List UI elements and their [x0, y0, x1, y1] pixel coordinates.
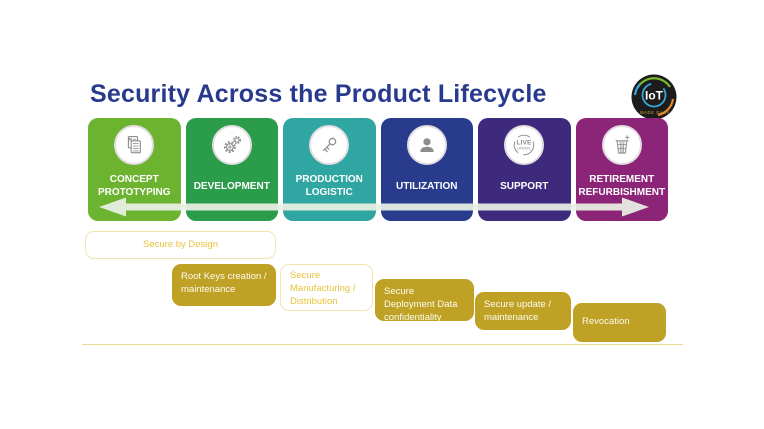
- track-revocation: Revocation: [573, 303, 666, 342]
- page-title: Security Across the Product Lifecycle: [90, 80, 547, 108]
- track-secure-update: Secure update / maintenance: [475, 292, 571, 330]
- track-secure-manufacturing: Secure Manufacturing / Distribution: [280, 264, 373, 311]
- user-icon: [406, 125, 447, 165]
- stage-label: PRODUCTION LOGISTIC: [295, 174, 363, 198]
- timeline-arrow: [99, 197, 649, 217]
- stage-label: RETIREMENT REFURBISHMENT: [578, 174, 666, 198]
- gears-icon: [211, 125, 252, 165]
- timeline-baseline: [82, 344, 683, 345]
- track-secure-by-design: Secure by Design: [85, 231, 276, 259]
- track-root-keys: Root Keys creation / maintenance: [172, 264, 276, 306]
- track-secure-deployment: Secure Deployment Data confidentiality: [375, 279, 474, 323]
- live-update-icon: LIVE UPDATE: [504, 125, 545, 165]
- documents-icon: [114, 125, 155, 165]
- live-text: LIVE: [517, 140, 533, 147]
- iot-logo-text: IoT: [645, 89, 664, 103]
- stage-label: CONCEPT PROTOTYPING: [97, 174, 171, 198]
- iot-logo-icon: IoT MADE EASY: [631, 74, 677, 120]
- stage-label: SUPPORT: [500, 180, 549, 192]
- waste-bin-icon: [601, 125, 642, 165]
- stage-label: UTILIZATION: [396, 180, 458, 192]
- stage-label: DEVELOPMENT: [193, 180, 270, 192]
- key-icon: [309, 125, 350, 165]
- stage-concept-prototyping: CONCEPT PROTOTYPING: [88, 118, 181, 221]
- iot-logo-subtext: MADE EASY: [640, 110, 670, 115]
- update-text: UPDATE: [517, 147, 531, 151]
- iot-made-easy-logo: IoT MADE EASY: [630, 73, 678, 121]
